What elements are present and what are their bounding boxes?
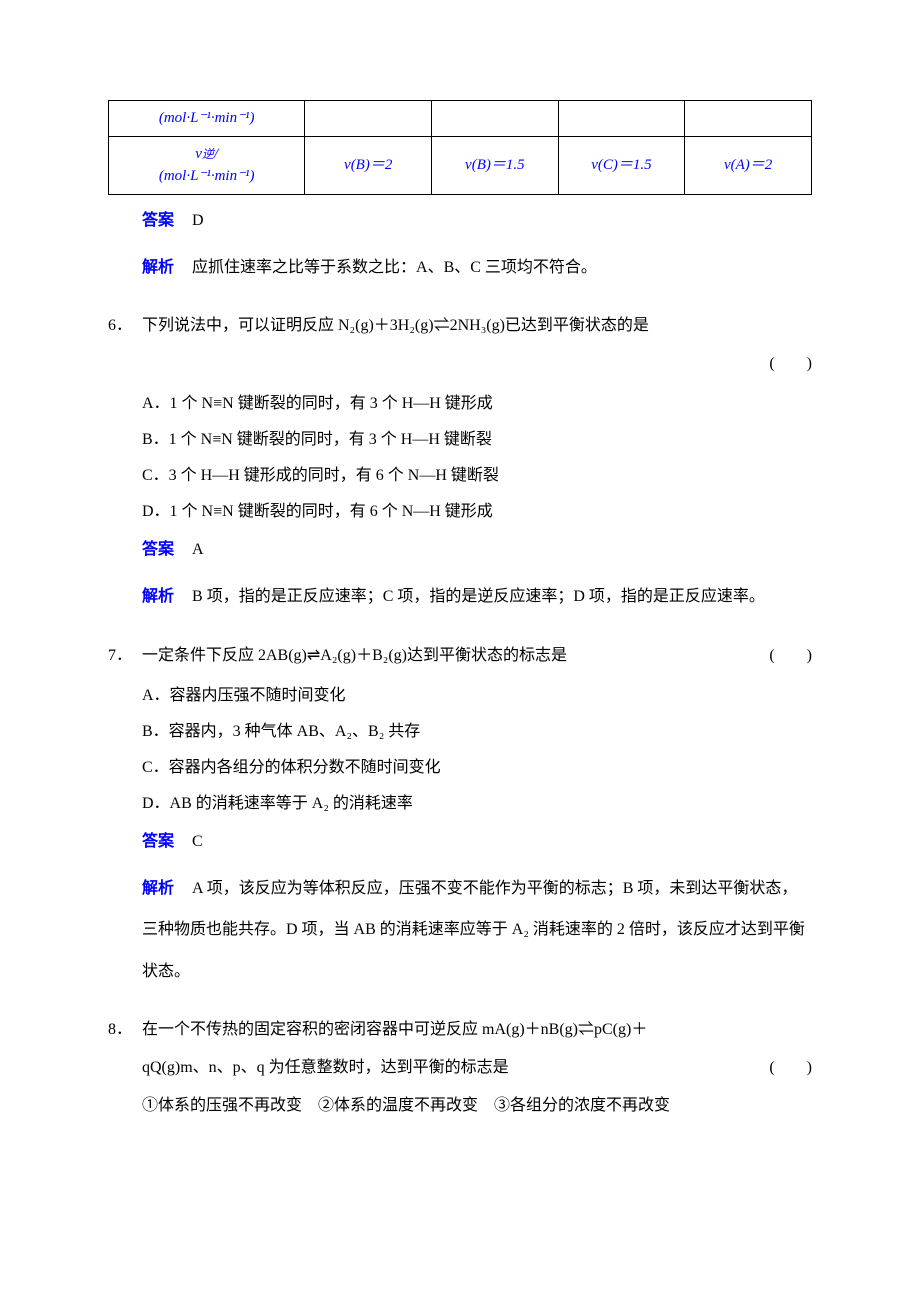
option-a: A．容器内压强不随时间变化 bbox=[142, 684, 812, 708]
explain-text: A 项，该反应为等体积反应，压强不变不能作为平衡的标志；B 项，未到达平衡状态，… bbox=[142, 880, 805, 980]
question-text: 下列说法中，可以证明反应 N₂(g)＋3H₂(g)⇌2NH₃(g)已达到平衡状态… bbox=[142, 317, 649, 334]
table-cell: v(A)＝2 bbox=[685, 136, 812, 194]
table-row: v逆/ (mol·L⁻¹·min⁻¹) v(B)＝2 v(B)＝1.5 v(C)… bbox=[109, 136, 812, 194]
q5-answer: 答案 D bbox=[142, 209, 812, 233]
answer-value: C bbox=[192, 833, 203, 850]
answer-value: A bbox=[192, 541, 204, 558]
q8-stem-line2: qQ(g)m、n、p、q 为任意整数时，达到平衡的标志是 ( ) bbox=[142, 1052, 812, 1084]
q7-stem: 7．一定条件下反应 2AB(g)⇌A₂(g)＋B₂(g)达到平衡状态的标志是 (… bbox=[108, 640, 812, 672]
document-page: (mol·L⁻¹·min⁻¹) v逆/ (mol·L⁻¹·min⁻¹) v(B)… bbox=[0, 0, 920, 1302]
explain-label: 解析 bbox=[142, 880, 174, 897]
table-cell bbox=[558, 101, 685, 137]
table-row: (mol·L⁻¹·min⁻¹) bbox=[109, 101, 812, 137]
option-b: B．1 个 N≡N 键断裂的同时，有 3 个 H—H 键断裂 bbox=[142, 428, 812, 452]
q8-stem-line3: ①体系的压强不再改变 ②体系的温度不再改变 ③各组分的浓度不再改变 bbox=[142, 1090, 812, 1122]
q6-paren: ( ) bbox=[108, 348, 812, 380]
q6-options: A．1 个 N≡N 键断裂的同时，有 3 个 H—H 键形成 B．1 个 N≡N… bbox=[142, 392, 812, 524]
q7-answer: 答案 C bbox=[142, 830, 812, 854]
answer-label: 答案 bbox=[142, 212, 174, 229]
option-b: B．容器内，3 种气体 AB、A₂、B₂ 共存 bbox=[142, 720, 812, 744]
option-a: A．1 个 N≡N 键断裂的同时，有 3 个 H—H 键形成 bbox=[142, 392, 812, 416]
rate-table: (mol·L⁻¹·min⁻¹) v逆/ (mol·L⁻¹·min⁻¹) v(B)… bbox=[108, 100, 812, 195]
explain-text: 应抓住速率之比等于系数之比：A、B、C 三项均不符合。 bbox=[192, 259, 597, 276]
q7-options: A．容器内压强不随时间变化 B．容器内，3 种气体 AB、A₂、B₂ 共存 C．… bbox=[142, 684, 812, 816]
table-cell: v(C)＝1.5 bbox=[558, 136, 685, 194]
answer-value: D bbox=[192, 212, 204, 229]
q8-stem-line1: 8．在一个不传热的固定容积的密闭容器中可逆反应 mA(g)＋nB(g)⇌pC(g… bbox=[108, 1014, 812, 1046]
answer-label: 答案 bbox=[142, 541, 174, 558]
table-cell bbox=[685, 101, 812, 137]
q6-explanation: 解析 B 项，指的是正反应速率；C 项，指的是逆反应速率；D 项，指的是正反应速… bbox=[142, 576, 812, 618]
question-number: 6． bbox=[108, 310, 142, 342]
explain-label: 解析 bbox=[142, 259, 174, 276]
question-number: 7． bbox=[108, 640, 142, 672]
q7-explanation: 解析 A 项，该反应为等体积反应，压强不变不能作为平衡的标志；B 项，未到达平衡… bbox=[142, 868, 812, 993]
q6-answer: 答案 A bbox=[142, 538, 812, 562]
table-cell bbox=[305, 101, 432, 137]
explain-label: 解析 bbox=[142, 588, 174, 605]
question-number: 8． bbox=[108, 1014, 142, 1046]
option-c: C．容器内各组分的体积分数不随时间变化 bbox=[142, 756, 812, 780]
option-d: D．AB 的消耗速率等于 A₂ 的消耗速率 bbox=[142, 792, 812, 816]
question-text: 一定条件下反应 2AB(g)⇌A₂(g)＋B₂(g)达到平衡状态的标志是 bbox=[142, 647, 567, 664]
option-d: D．1 个 N≡N 键断裂的同时，有 6 个 N—H 键形成 bbox=[142, 500, 812, 524]
question-text: qQ(g)m、n、p、q 为任意整数时，达到平衡的标志是 bbox=[142, 1059, 509, 1076]
question-text: ①体系的压强不再改变 ②体系的温度不再改变 ③各组分的浓度不再改变 bbox=[142, 1097, 670, 1114]
blank-paren: ( ) bbox=[769, 640, 812, 672]
q5-explanation: 解析 应抓住速率之比等于系数之比：A、B、C 三项均不符合。 bbox=[142, 247, 812, 289]
row-reverse-rate-label: v逆/ (mol·L⁻¹·min⁻¹) bbox=[109, 136, 305, 194]
row-unit-label: (mol·L⁻¹·min⁻¹) bbox=[109, 101, 305, 137]
blank-paren: ( ) bbox=[769, 355, 812, 372]
table-cell: v(B)＝1.5 bbox=[432, 136, 559, 194]
option-c: C．3 个 H—H 键形成的同时，有 6 个 N—H 键断裂 bbox=[142, 464, 812, 488]
q6-stem: 6．下列说法中，可以证明反应 N₂(g)＋3H₂(g)⇌2NH₃(g)已达到平衡… bbox=[108, 310, 812, 342]
table-cell: v(B)＝2 bbox=[305, 136, 432, 194]
blank-paren: ( ) bbox=[769, 1052, 812, 1084]
explain-text: B 项，指的是正反应速率；C 项，指的是逆反应速率；D 项，指的是正反应速率。 bbox=[192, 588, 765, 605]
table-cell bbox=[432, 101, 559, 137]
question-text: 在一个不传热的固定容积的密闭容器中可逆反应 mA(g)＋nB(g)⇌pC(g)＋ bbox=[142, 1021, 647, 1038]
answer-label: 答案 bbox=[142, 833, 174, 850]
